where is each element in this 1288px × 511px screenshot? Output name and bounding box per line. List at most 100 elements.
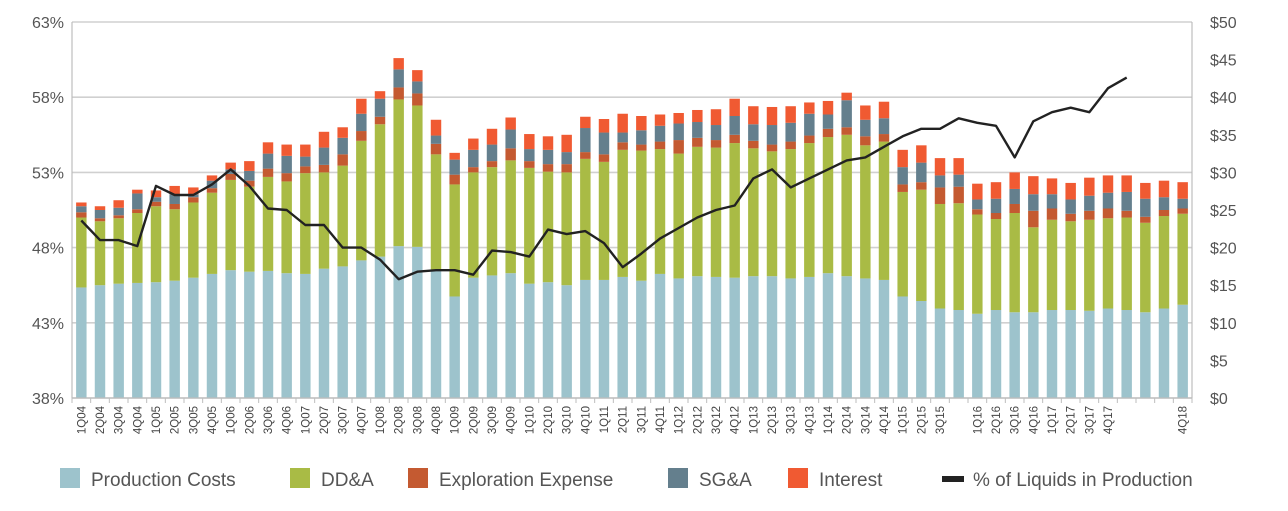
x-tick-label: 3Q17 [1084, 406, 1096, 434]
bar-exploration-expense [300, 166, 311, 174]
bar-exploration-expense [356, 131, 367, 141]
bar-dd-a [468, 172, 479, 278]
bar-stack-1q10 [524, 134, 535, 398]
x-tick-label: 1Q17 [1047, 406, 1059, 434]
x-tick-label: 4Q04 [132, 405, 144, 434]
legend-swatch [290, 468, 310, 488]
bar-exploration-expense [1140, 216, 1151, 223]
bar-stack-2q16 [990, 182, 1002, 398]
bar-dd-a [598, 161, 610, 280]
bar-dd-a [76, 217, 87, 288]
bar-interest [94, 206, 106, 210]
legend-label: Production Costs [91, 470, 236, 491]
bar-stack-1q04 [76, 202, 87, 398]
bar-stack-1q06 [225, 162, 236, 398]
bar-sg-a [337, 137, 348, 155]
bar-interest [318, 131, 330, 148]
bar-production-costs [897, 296, 908, 398]
bar-stack-1q09 [449, 152, 460, 398]
bar-exploration-expense [1009, 203, 1020, 214]
legend-swatch [942, 476, 964, 482]
x-tick-label: 2Q06 [244, 406, 256, 434]
bar-production-costs [804, 276, 815, 398]
bar-dd-a [636, 150, 647, 281]
bar-sg-a [356, 113, 367, 132]
bar-exploration-expense [878, 134, 890, 142]
bar-sg-a [393, 69, 404, 88]
bar-stack-3q16 [1009, 172, 1020, 398]
bar-sg-a [374, 98, 386, 117]
bar-sg-a [598, 132, 610, 155]
bar-interest [1177, 182, 1188, 199]
bar-stack-3q17 [1084, 177, 1095, 398]
x-tick-label: 4Q05 [207, 406, 219, 434]
bar-production-costs [748, 276, 759, 398]
bar-dd-a [281, 181, 292, 274]
bar-production-costs [673, 278, 684, 398]
x-tick-label: 3Q08 [412, 406, 424, 434]
bar-stack-1q17 [1046, 178, 1058, 398]
bar-interest [412, 70, 423, 82]
right-axis-tick-label: $10 [1210, 316, 1237, 333]
bar-exploration-expense [262, 168, 274, 177]
bar-stack-1q16 [972, 183, 983, 398]
bar-sg-a [76, 206, 87, 213]
bar-exploration-expense [1121, 210, 1132, 218]
bar-exploration-expense [1065, 213, 1076, 222]
x-tick-label: 4Q11 [655, 406, 667, 433]
bar-stack-3q07 [337, 127, 348, 398]
bar-stack-2q04 [94, 206, 106, 398]
bar-production-costs [953, 310, 964, 398]
bar-interest [654, 114, 666, 126]
bar-dd-a [486, 167, 498, 276]
bar-stack-2q11 [617, 113, 628, 398]
left-axis-tick-label: 53% [32, 165, 64, 182]
bar-sg-a [318, 147, 330, 165]
bar-interest [1028, 176, 1039, 195]
bar-production-costs [505, 273, 516, 398]
bar-sg-a [262, 153, 274, 169]
bar-interest [244, 161, 255, 171]
bar-dd-a [673, 153, 684, 279]
bar-exploration-expense [729, 134, 740, 144]
bar-interest [617, 113, 628, 133]
bar-dd-a [748, 148, 759, 277]
bar-stack-1q12 [673, 112, 684, 398]
bar-interest [1009, 172, 1020, 189]
bar-exploration-expense [710, 140, 722, 148]
bar-dd-a [841, 134, 852, 277]
bar-stack-4q18 [1177, 182, 1188, 398]
bar-dd-a [972, 214, 983, 314]
bar-interest [132, 189, 143, 194]
bar-stack-4q08 [430, 119, 442, 398]
bar-stack-2q13 [766, 106, 778, 398]
bar-stack-4q15 [953, 158, 964, 398]
bar-dd-a [1177, 213, 1188, 305]
bar-sg-a [822, 114, 834, 129]
bar-exploration-expense [785, 141, 796, 150]
bar-interest [580, 116, 591, 129]
bar-production-costs [636, 280, 647, 398]
bar-stack-4q06 [281, 144, 292, 398]
bar-stack-3q18 [1158, 180, 1170, 398]
bar-interest [785, 106, 796, 123]
bar-exploration-expense [916, 182, 927, 190]
bar-dd-a [1009, 213, 1020, 313]
bar-sg-a [113, 207, 124, 216]
x-tick-label: 4Q09 [506, 406, 518, 434]
bar-dd-a [990, 219, 1002, 311]
bar-stack-3q13 [785, 106, 796, 398]
x-tick-label: 3Q10 [562, 406, 574, 434]
bar-exploration-expense [1102, 208, 1114, 219]
x-tick-label: 2Q04 [95, 405, 107, 434]
x-tick-label: 2Q15 [916, 406, 928, 434]
bar-stack-1q18 [1121, 175, 1132, 398]
x-tick-label: 1Q06 [226, 406, 238, 434]
legend-swatch [788, 468, 808, 488]
bar-dd-a [1140, 222, 1151, 313]
bar-production-costs [337, 266, 348, 398]
bar-exploration-expense [748, 140, 759, 149]
bar-exploration-expense [281, 173, 292, 182]
x-tick-label: 1Q09 [450, 406, 462, 434]
